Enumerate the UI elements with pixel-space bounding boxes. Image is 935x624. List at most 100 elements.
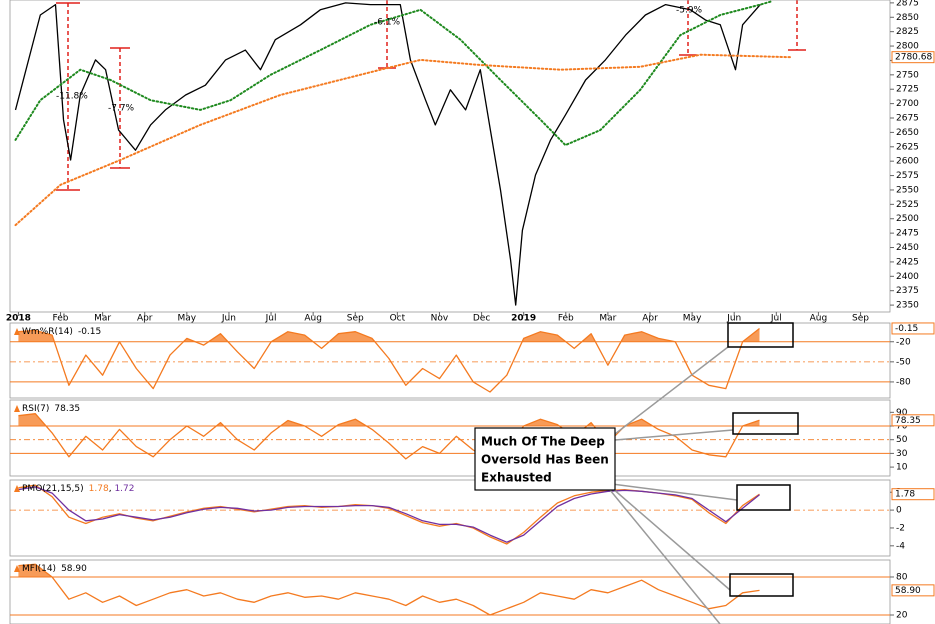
y-tick-label: 10 — [896, 463, 908, 473]
y-tick-label: 2650 — [896, 128, 919, 138]
y-tick-label: 2750 — [896, 70, 919, 80]
y-tick-label: 2675 — [896, 114, 919, 124]
panel-title-value: 1.78 — [89, 484, 109, 494]
series-line — [18, 563, 760, 616]
callout-text: Much Of The Deep — [481, 435, 605, 449]
callout-text: Exhausted — [481, 471, 552, 485]
x-tick-label: Aug — [810, 314, 828, 324]
y-tick-label: 2525 — [896, 200, 919, 210]
panel-icon — [14, 565, 20, 572]
panel-frame — [9, 559, 891, 624]
y-tick-label: 80 — [896, 572, 908, 582]
series-line — [14, 0, 772, 147]
drawdown-label: -11.8% — [56, 92, 88, 102]
y-tick-label: 2500 — [896, 214, 919, 224]
panel-icon — [14, 328, 20, 335]
y-tick-label: 2825 — [896, 27, 919, 37]
x-tick-label: Jul — [265, 314, 277, 324]
x-tick-label: Nov — [431, 314, 449, 324]
last-value-tag — [891, 488, 935, 501]
callout-text: Oversold Has Been — [481, 453, 609, 467]
y-tick-label: -80 — [896, 377, 911, 387]
y-tick-label: -20 — [896, 337, 911, 347]
callout-connectors — [609, 346, 738, 624]
panel-frame — [9, 322, 891, 399]
x-tick-label: Apr — [137, 314, 153, 324]
y-tick-label: 2450 — [896, 243, 919, 253]
panel-title-value: 58.90 — [61, 564, 87, 574]
panel-title: PMO(21,15,5) 1.78, 1.72 — [22, 484, 134, 494]
highlight-boxes — [727, 322, 799, 597]
y-tick-label: 70 — [896, 422, 908, 432]
highlight-box — [732, 412, 799, 435]
connector — [609, 489, 721, 624]
y-tick-label: 0 — [896, 506, 902, 516]
y-tick-label: 2875 — [896, 0, 919, 8]
highlight-box — [736, 484, 791, 511]
connector — [614, 429, 734, 441]
connector — [611, 487, 731, 591]
x-tick-label: 2019 — [511, 314, 536, 324]
y-tick-label: 2375 — [896, 286, 919, 296]
callout-box — [474, 427, 616, 491]
last-value-tag — [891, 414, 935, 427]
connector — [611, 483, 738, 501]
x-tick-label: Apr — [642, 314, 658, 324]
drawdown-label: -7.7% — [108, 104, 135, 114]
x-tick-label: 2018 — [6, 314, 31, 324]
series-line — [14, 53, 792, 227]
x-tick-label: Feb — [53, 314, 69, 324]
drawdown-label: -6.1% — [374, 18, 401, 28]
last-value-label: 78.35 — [895, 416, 921, 426]
x-tick-label: May — [178, 314, 197, 324]
last-value-tag — [891, 584, 935, 597]
y-tick-label: 90 — [896, 408, 908, 418]
y-tick-label: -2 — [896, 523, 905, 533]
y-tick-label: -4 — [896, 541, 905, 551]
panel-title: Wm%R(14) -0.15 — [22, 327, 101, 337]
panel-frame — [9, 479, 891, 557]
y-tick-label: 2600 — [896, 157, 919, 167]
y-tick-label: 2550 — [896, 185, 919, 195]
panel-title-name: RSI(7) — [22, 404, 49, 414]
y-tick-label: 50 — [896, 435, 908, 445]
y-tick-label: 2475 — [896, 229, 919, 239]
series-line — [18, 413, 760, 461]
panel-icon — [14, 405, 20, 412]
y-tick-label: 20 — [896, 611, 908, 621]
y-tick-label: 2350 — [896, 301, 919, 311]
y-tick-label: 2625 — [896, 142, 919, 152]
x-tick-label: Aug — [304, 314, 322, 324]
last-value-label: 1.78 — [895, 490, 915, 500]
panel-title: MFI(14) 58.90 — [22, 564, 87, 574]
series-line — [14, 2, 761, 306]
x-tick-label: Mar — [599, 314, 616, 324]
panel-title-value: 1.72 — [114, 484, 134, 494]
panel-frame — [9, 399, 891, 477]
panel-title-value: -0.15 — [78, 327, 101, 337]
panel-title: RSI(7) 78.35 — [22, 404, 80, 414]
last-value-label: -0.15 — [895, 324, 918, 334]
x-tick-label: Sep — [852, 314, 869, 324]
connector — [614, 346, 729, 435]
x-tick-label: Jun — [221, 314, 236, 324]
x-tick-label: Dec — [473, 314, 490, 324]
y-tick-label: 2400 — [896, 272, 919, 282]
y-tick-label: 2700 — [896, 99, 919, 109]
drawdown-label: -5.9% — [676, 6, 703, 16]
last-value-tag — [891, 51, 935, 64]
x-tick-label: Oct — [390, 314, 406, 324]
y-tick-label: 30 — [896, 449, 908, 459]
series-line — [18, 327, 760, 393]
highlight-box — [729, 573, 794, 597]
panel-title-value: 78.35 — [54, 404, 80, 414]
panel-title-name: Wm%R(14) — [22, 327, 73, 337]
x-tick-label: May — [683, 314, 702, 324]
x-tick-label: Mar — [94, 314, 111, 324]
panel-icon — [14, 485, 20, 492]
x-tick-label: Sep — [347, 314, 364, 324]
last-value-tag — [891, 322, 935, 335]
x-tick-label: Jun — [726, 314, 741, 324]
highlight-box — [727, 322, 794, 348]
